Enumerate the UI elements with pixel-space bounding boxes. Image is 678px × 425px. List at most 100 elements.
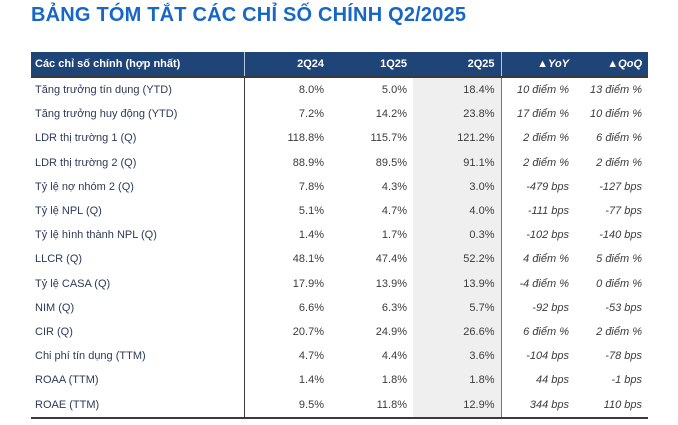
cell-2q24-value: 4.7% — [298, 350, 324, 363]
cell-1q25-value: 1.8% — [381, 374, 407, 387]
cell-2q25-value: 12.9% — [413, 392, 502, 418]
table-row: LLCR (Q) 48.1% 47.4% 52.2% 4 điểm % 5 đi… — [31, 247, 648, 272]
cell-2q24-value: 48.1% — [292, 253, 324, 266]
cell-1q25-value: 89.5% — [375, 156, 407, 169]
cell-indicator-label: Tăng trưởng huy động (YTD) — [31, 102, 245, 127]
cell-2q25-value: 13.9% — [413, 271, 502, 296]
table-row: Tỷ lệ NPL (Q) 5.1% 4.7% 4.0% -111 bps -7… — [31, 198, 648, 224]
col-header-qoq: ▲QoQ — [575, 52, 648, 78]
cell-qoq-change: 110 bps — [603, 398, 642, 411]
cell-qoq-change: 6 điểm % — [596, 132, 642, 145]
cell-qoq-change: -127 bps — [599, 180, 642, 193]
cell-2q24-value: 5.1% — [298, 205, 324, 218]
cell-yoy-change: -479 bps — [526, 180, 569, 193]
cell-2q25-value: 26.6% — [413, 319, 502, 345]
cell-2q25-value: 5.7% — [413, 295, 502, 320]
table-row: Tỷ lệ nợ nhóm 2 (Q) 7.8% 4.3% 3.0% -479 … — [31, 174, 648, 199]
cell-2q24-value: 7.2% — [298, 108, 324, 121]
cell-2q24-value: 1.4% — [298, 229, 324, 242]
cell-qoq-change: -77 bps — [605, 205, 642, 218]
cell-qoq-change: -53 bps — [605, 301, 642, 314]
table-row: Tỷ lệ hình thành NPL (Q) 1.4% 1.7% 0.3% … — [31, 223, 648, 248]
cell-2q25-value: 23.8% — [413, 102, 502, 127]
table-row: LDR thị trường 2 (Q) 88.9% 89.5% 91.1% 2… — [31, 150, 648, 175]
cell-yoy-change: 2 điểm % — [523, 132, 569, 145]
table-row: NIM (Q) 6.6% 6.3% 5.7% -92 bps -53 bps — [31, 295, 648, 320]
cell-yoy-change: -102 bps — [526, 229, 569, 242]
cell-yoy-change: -104 bps — [526, 350, 569, 363]
cell-2q25-value: 3.6% — [413, 344, 502, 369]
cell-indicator-label: LLCR (Q) — [31, 247, 245, 272]
cell-1q25-value: 4.3% — [381, 180, 407, 193]
cell-1q25-value: 13.9% — [375, 277, 407, 290]
cell-indicator-label: LDR thị trường 2 (Q) — [31, 150, 245, 175]
cell-qoq-change: 0 điểm % — [596, 277, 642, 290]
cell-qoq-change: -1 bps — [611, 374, 642, 387]
col-header-2q25: 2Q25 — [413, 52, 502, 78]
cell-2q25-value: 52.2% — [413, 247, 502, 272]
col-header-1q25: 1Q25 — [330, 52, 413, 78]
cell-2q24-value: 17.9% — [292, 277, 324, 290]
cell-2q24-value: 88.9% — [292, 156, 324, 169]
cell-yoy-change: -4 điểm % — [519, 277, 569, 290]
kpi-summary-table: Các chỉ số chính (hợp nhất) 2Q24 1Q25 2Q… — [31, 52, 648, 419]
cell-yoy-change: 6 điểm % — [523, 325, 569, 338]
table-body: Tăng trưởng tín dụng (YTD) 8.0% 5.0% 18.… — [31, 77, 648, 418]
cell-1q25-value: 11.8% — [376, 398, 407, 411]
col-header-yoy: ▲YoY — [501, 52, 575, 78]
cell-2q24-value: 6.6% — [298, 301, 324, 314]
cell-indicator-label: Chi phí tín dụng (TTM) — [31, 344, 245, 369]
cell-2q24-value: 20.7% — [292, 325, 324, 338]
cell-qoq-change: 5 điểm % — [596, 253, 642, 266]
cell-indicator-label: Tỷ lệ nợ nhóm 2 (Q) — [31, 174, 245, 199]
cell-2q24-value: 1.4% — [298, 374, 324, 387]
cell-2q25-value: 1.8% — [413, 368, 502, 393]
cell-2q25-value: 4.0% — [413, 198, 502, 224]
cell-1q25-value: 47.4% — [375, 253, 407, 266]
cell-indicator-label: LDR thị trường 1 (Q) — [31, 126, 245, 151]
table-row: ROAE (TTM) 9.5% 11.8% 12.9% 344 bps 110 … — [31, 392, 648, 418]
cell-2q24-value: 9.5% — [298, 398, 324, 411]
cell-indicator-label: Tỷ lệ hình thành NPL (Q) — [31, 223, 245, 248]
cell-qoq-change: 13 điểm % — [590, 84, 642, 97]
cell-2q25-value: 121.2% — [413, 126, 502, 151]
cell-1q25-value: 4.7% — [381, 205, 407, 218]
cell-2q25-value: 91.1% — [413, 150, 502, 175]
cell-2q25-value: 18.4% — [413, 77, 502, 103]
cell-qoq-change: -140 bps — [599, 229, 642, 242]
table-header-row: Các chỉ số chính (hợp nhất) 2Q24 1Q25 2Q… — [31, 52, 648, 78]
cell-indicator-label: Tỷ lệ NPL (Q) — [31, 198, 245, 224]
cell-2q25-value: 0.3% — [413, 223, 502, 248]
cell-yoy-change: -111 bps — [527, 205, 569, 218]
table-row: Tỷ lệ CASA (Q) 17.9% 13.9% 13.9% -4 điểm… — [31, 271, 648, 296]
table-row: CIR (Q) 20.7% 24.9% 26.6% 6 điểm % 2 điể… — [31, 319, 648, 345]
cell-qoq-change: 2 điểm % — [596, 325, 642, 338]
cell-qoq-change: -78 bps — [605, 350, 642, 363]
cell-2q24-value: 7.8% — [298, 180, 324, 193]
cell-indicator-label: ROAE (TTM) — [31, 392, 245, 418]
cell-qoq-change: 2 điểm % — [596, 156, 642, 169]
cell-indicator-label: NIM (Q) — [31, 295, 245, 320]
cell-1q25-value: 1.7% — [381, 229, 407, 242]
cell-indicator-label: Tăng trưởng tín dụng (YTD) — [31, 77, 245, 103]
cell-yoy-change: 17 điểm % — [517, 108, 569, 121]
cell-qoq-change: 10 điểm % — [590, 108, 642, 121]
cell-yoy-change: 2 điểm % — [523, 156, 569, 169]
page-title: BẢNG TÓM TẮT CÁC CHỈ SỐ CHÍNH Q2/2025 — [31, 4, 467, 26]
col-header-2q24: 2Q24 — [244, 52, 330, 78]
cell-indicator-label: Tỷ lệ CASA (Q) — [31, 271, 245, 296]
cell-yoy-change: 4 điểm % — [523, 253, 569, 266]
cell-1q25-value: 115.7% — [370, 132, 408, 145]
cell-1q25-value: 6.3% — [381, 301, 407, 314]
table-row: Tăng trưởng huy động (YTD) 7.2% 14.2% 23… — [31, 102, 648, 127]
cell-2q24-value: 8.0% — [298, 84, 324, 97]
table-row: Chi phí tín dụng (TTM) 4.7% 4.4% 3.6% -1… — [31, 344, 648, 369]
cell-yoy-change: 344 bps — [529, 398, 569, 411]
col-header-indicators: Các chỉ số chính (hợp nhất) — [31, 52, 245, 78]
cell-1q25-value: 5.0% — [381, 84, 407, 97]
cell-2q25-value: 3.0% — [413, 174, 502, 199]
cell-yoy-change: -92 bps — [532, 301, 569, 314]
cell-1q25-value: 4.4% — [381, 350, 407, 363]
cell-1q25-value: 14.2% — [375, 108, 407, 121]
